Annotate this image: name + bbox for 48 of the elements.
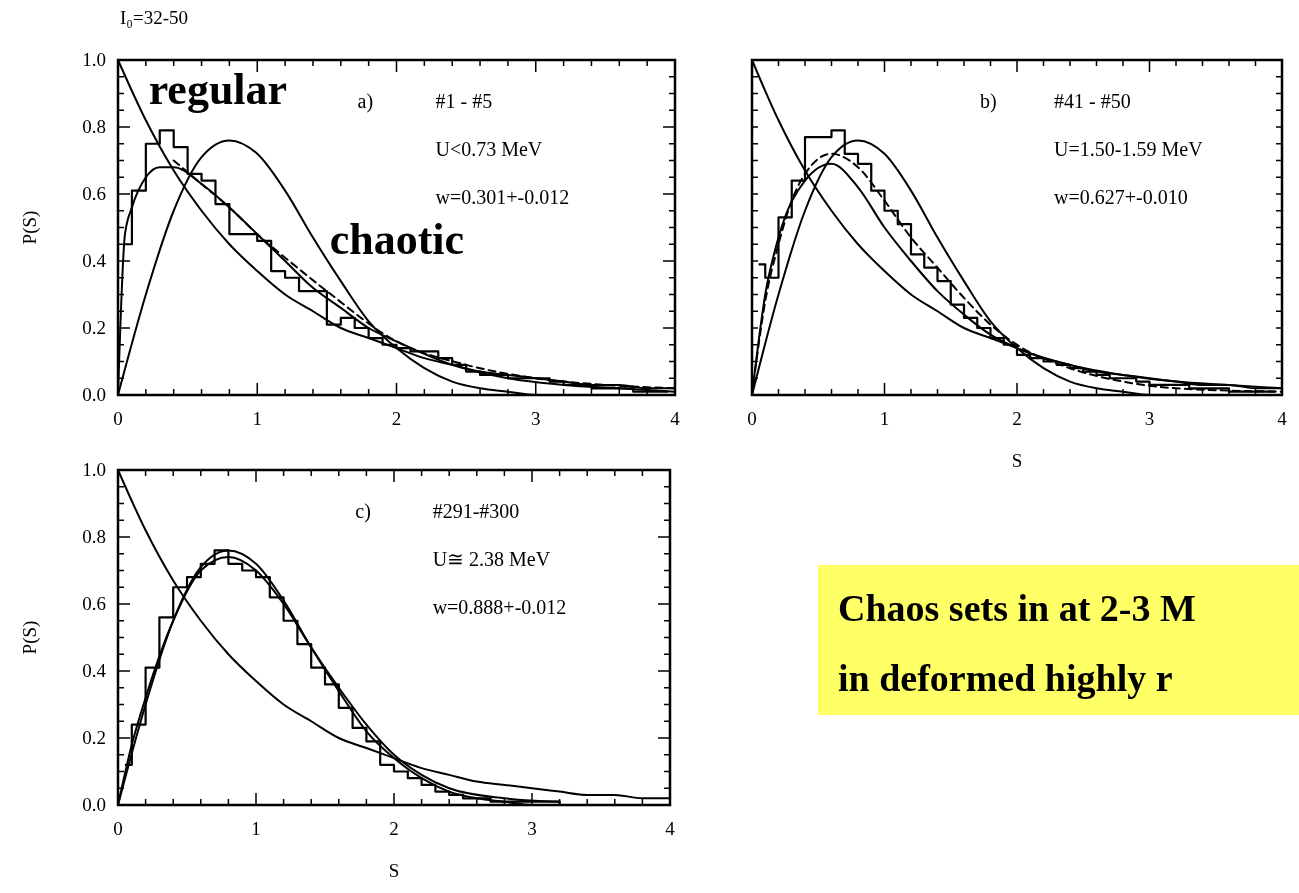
x-tick-label: 2: [391, 408, 402, 429]
series-label: chaotic: [329, 215, 465, 265]
x-tick-label: 3: [1144, 408, 1155, 429]
text: a): [357, 90, 374, 113]
annotation: #291-#300: [432, 500, 520, 522]
x-tick-label: 3: [527, 818, 537, 839]
y-tick-label: 0.0: [82, 384, 106, 405]
text: b): [979, 90, 997, 113]
y-tick-label: 0.8: [82, 526, 106, 547]
y-tick-label: 0.2: [82, 727, 106, 748]
annotation: w=0.301+-0.012: [435, 186, 570, 208]
x-tick-label: 1: [879, 408, 890, 429]
x-tick-label: 3: [531, 408, 541, 429]
x-axis-title: S: [388, 860, 400, 881]
text: in deformed highly r: [838, 657, 1173, 699]
x-tick-label: 0: [113, 408, 123, 429]
x-tick-label: 2: [389, 818, 399, 839]
annotation: w=0.627+-0.010: [1054, 186, 1188, 208]
x-tick-label: 4: [665, 818, 676, 839]
annotation: #1 - #5: [435, 90, 493, 112]
annotation: U<0.73 MeV: [435, 138, 543, 160]
y-tick-label: 0.4: [82, 660, 107, 681]
y-tick-label: 1.0: [82, 49, 106, 70]
x-tick-label: 0: [113, 818, 123, 839]
annotation: U≅ 2.38 MeV: [432, 548, 551, 570]
legend-label: regular: [148, 64, 288, 114]
y-tick-label: 0.8: [82, 116, 106, 137]
y-tick-label: 0.2: [82, 317, 106, 338]
y-tick-label: 0.6: [82, 183, 106, 204]
text: Chaos sets in at 2-3 M: [838, 587, 1196, 629]
x-tick-label: 2: [1012, 408, 1022, 429]
x-tick-label: 1: [251, 818, 261, 839]
y-axis-title: P(S): [19, 620, 41, 655]
y-tick-label: 0.4: [82, 250, 107, 271]
x-tick-label: 0: [747, 408, 757, 429]
y-axis-title: P(S): [19, 210, 41, 245]
y-tick-label: 1.0: [82, 459, 106, 480]
x-tick-label: 1: [252, 408, 262, 429]
x-tick-label: 4: [670, 408, 681, 429]
annotation: #41 - #50: [1054, 90, 1131, 112]
text: c): [355, 500, 371, 523]
y-tick-label: 0.6: [82, 593, 106, 614]
x-axis-title: S: [1011, 450, 1023, 471]
chart-subtitle: I₀=32-50: [120, 7, 188, 28]
x-tick-label: 4: [1277, 408, 1288, 429]
annotation: w=0.888+-0.012: [432, 596, 567, 618]
annotation: U=1.50-1.59 MeV: [1054, 138, 1204, 160]
y-tick-label: 0.0: [82, 794, 106, 815]
